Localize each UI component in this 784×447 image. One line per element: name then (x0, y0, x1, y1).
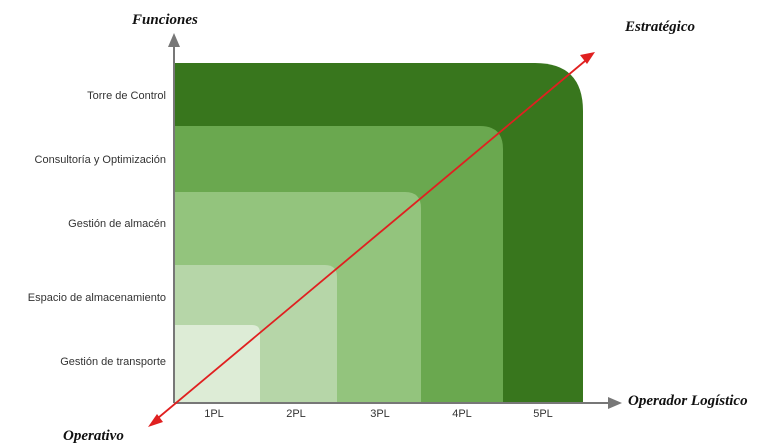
strategic-arrowhead (580, 52, 595, 64)
x-axis-arrowhead (608, 397, 622, 409)
level-block-1pl (174, 325, 260, 403)
strategic-operative-arrow-line (157, 60, 586, 419)
function-label-control-tower: Torre de Control (87, 90, 166, 102)
operator-label-1pl: 1PL (204, 408, 224, 420)
operative-label: Operativo (63, 428, 124, 444)
function-label-consulting: Consultoría y Optimización (34, 154, 166, 166)
operative-arrowhead (148, 414, 163, 427)
strategic-label: Estratégico (625, 19, 695, 35)
x-axis-title: Operador Logístico (628, 393, 748, 409)
operator-label-5pl: 5PL (533, 408, 553, 420)
operator-label-3pl: 3PL (370, 408, 390, 420)
y-axis-title: Funciones (132, 12, 198, 28)
y-axis-arrowhead (168, 33, 180, 47)
operator-label-2pl: 2PL (286, 408, 306, 420)
function-label-transport-management: Gestión de transporte (60, 356, 166, 368)
operator-label-4pl: 4PL (452, 408, 472, 420)
function-label-warehouse-management: Gestión de almacén (68, 218, 166, 230)
function-label-storage-space: Espacio de almacenamiento (27, 292, 166, 304)
